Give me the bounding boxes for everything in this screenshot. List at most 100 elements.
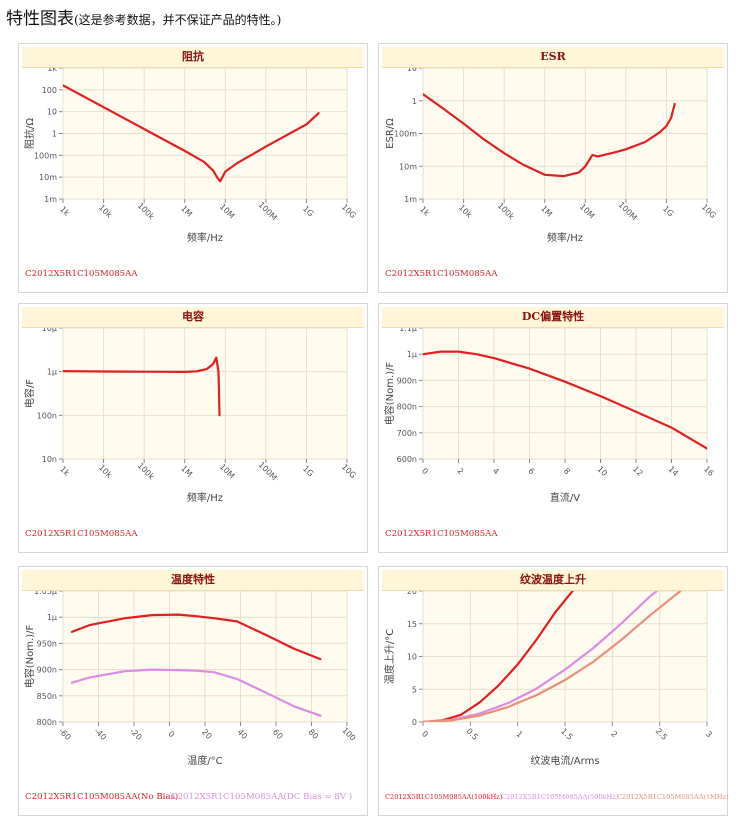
x-axis-label: 温度/°C xyxy=(187,754,222,767)
x-tick-label: 100k xyxy=(136,461,157,482)
y-tick-label: 10m xyxy=(39,173,57,182)
x-tick-label: 10 xyxy=(595,464,609,478)
y-tick-label: 15 xyxy=(407,620,417,629)
x-tick-label: 10M xyxy=(578,202,597,221)
y-tick-label: 950n xyxy=(37,639,57,648)
x-tick-label: 1 xyxy=(514,729,524,739)
x-tick-label: 14 xyxy=(666,464,680,478)
y-axis-label: 温度上升/°C xyxy=(383,629,396,684)
x-tick-label: 10G xyxy=(700,202,718,220)
y-tick-label: 900n xyxy=(397,376,417,385)
x-tick-label: 10M xyxy=(218,462,237,481)
x-tick-label: 1G xyxy=(301,204,315,218)
chart-impedance: 1m 10m 100m 1 10 100 1k 1k 10k 100k 1M 10M 100M 1G 10G… xyxy=(23,68,358,279)
chart-title: 纹波温度上升 xyxy=(382,570,724,591)
legend-label: C2012X5R1C105M085AA(500kHz) xyxy=(501,793,619,801)
legend-label: C2012X5R1C105M085AA(No Bias) xyxy=(25,791,178,802)
chart-title: 温度特性 xyxy=(22,570,364,591)
x-tick-label: 0 xyxy=(420,729,430,739)
series-line-1 xyxy=(70,668,322,717)
x-tick-label: 0 xyxy=(166,729,176,739)
y-tick-label: 10μ xyxy=(42,328,57,333)
x-tick-label: 1.5 xyxy=(559,727,574,742)
legend-label: C2012X5R1C105M085AA xyxy=(385,529,498,539)
y-tick-label: 100 xyxy=(42,86,57,95)
x-tick-label: 0 xyxy=(420,466,430,476)
chart-title: 阻抗 xyxy=(22,47,364,68)
y-tick-label: 5 xyxy=(412,685,417,694)
x-axis-label: 频率/Hz xyxy=(187,491,223,504)
y-tick-label: 100m xyxy=(34,151,57,160)
x-tick-label: 1k xyxy=(58,205,71,218)
y-tick-label: 850n xyxy=(37,692,57,701)
chart-dc-bias: 600n 700n 800n 900n 1μ 1.1μ 0 2 4 6 8 10 12 14 16 直流/V 电… xyxy=(383,328,716,539)
x-tick-label: -40 xyxy=(92,726,108,742)
x-tick-label: 10k xyxy=(457,203,474,220)
series-line-1 xyxy=(423,591,658,722)
series-line-0 xyxy=(63,356,221,417)
x-tick-label: 2 xyxy=(455,466,465,476)
x-tick-label: 10G xyxy=(340,202,358,220)
x-tick-label: 2 xyxy=(609,729,619,739)
y-tick-label: 0 xyxy=(412,718,417,727)
chart-temperature: 800n 850n 900n 950n 1μ 1.05μ -60 -40 -20 0 20 40 60 8… xyxy=(23,591,357,802)
x-tick-label: 40 xyxy=(235,727,249,741)
x-tick-label: 6 xyxy=(526,466,536,476)
x-tick-label: 100M xyxy=(257,200,279,222)
x-tick-label: 12 xyxy=(631,464,645,478)
y-tick-label: 1m xyxy=(44,195,57,204)
y-tick-label: 10 xyxy=(407,68,417,73)
plot-area xyxy=(62,328,348,460)
x-tick-label: 100k xyxy=(496,201,517,222)
x-tick-label: 10k xyxy=(97,463,114,480)
x-axis-label: 直流/V xyxy=(550,491,580,504)
series-line-0 xyxy=(63,84,320,183)
y-tick-label: 1.05μ xyxy=(34,591,57,596)
x-tick-label: 100k xyxy=(136,201,157,222)
series-line-0 xyxy=(423,591,574,722)
x-axis-label: 频率/Hz xyxy=(187,231,223,244)
x-tick-label: -60 xyxy=(57,726,73,742)
chart-title: DC偏置特性 xyxy=(382,307,724,328)
y-tick-label: 1m xyxy=(404,195,417,204)
chart-panel-dc-bias: DC偏置特性 600n 700n 800n 900n 1μ 1.1μ 0 2 4 6 8 10 12 14… xyxy=(378,303,728,553)
y-tick-label: 100m xyxy=(394,130,417,139)
y-tick-label: 600n xyxy=(397,455,417,464)
y-tick-label: 10m xyxy=(399,162,417,171)
chart-ripple: 0 5 10 15 20 0 0.5 1 1.5 2 2.5 3 纹波电流/Arms 温度上升/°C C20… xyxy=(383,591,729,801)
x-tick-label: 1k xyxy=(58,465,71,478)
x-axis-label: 频率/Hz xyxy=(547,231,583,244)
page-title-main: 特性图表 xyxy=(6,9,74,29)
chart-panel-esr: ESR 1m 10m 100m 1 10 1k 10k 100k 1M 10M 100M 1G 10G 频… xyxy=(378,43,728,293)
legend-label: C2012X5R1C105M085AA xyxy=(25,529,138,539)
page-title-disclaimer: (这是参考数据，并不保证产品的特性。) xyxy=(74,13,282,27)
x-tick-label: 4 xyxy=(491,466,501,476)
y-tick-label: 1μ xyxy=(407,350,417,359)
series-line-0 xyxy=(423,350,707,450)
x-tick-label: 8 xyxy=(562,466,572,476)
y-axis-label: 电容(Nom.)/F xyxy=(383,362,396,426)
y-tick-label: 10 xyxy=(407,653,417,662)
chart-panel-capacitance: 电容 10n 100n 1μ 10μ 1k 10k 100k 1M 10M 100M 1G 10G 频率… xyxy=(18,303,368,553)
chart-title: 电容 xyxy=(22,307,364,328)
y-tick-label: 1 xyxy=(412,97,417,106)
x-tick-label: 20 xyxy=(200,727,214,741)
chart-panel-temperature: 温度特性 800n 850n 900n 950n 1μ 1.05μ -60 -40 -20 0 20… xyxy=(18,566,368,816)
x-tick-label: 100 xyxy=(340,726,357,743)
series-line-0 xyxy=(423,93,676,178)
x-tick-label: 1G xyxy=(661,204,675,218)
y-tick-label: 1 xyxy=(52,130,57,139)
y-axis-label: ESR/Ω xyxy=(385,118,396,149)
x-tick-label: 10G xyxy=(340,462,358,480)
y-tick-label: 900n xyxy=(37,666,57,675)
y-tick-label: 1μ xyxy=(47,613,57,622)
x-tick-label: -20 xyxy=(128,726,144,742)
x-tick-label: 1G xyxy=(301,464,315,478)
y-tick-label: 1k xyxy=(47,68,57,73)
chart-esr: 1m 10m 100m 1 10 1k 10k 100k 1M 10M 100M 1G 10G 频率/Hz… xyxy=(385,68,718,279)
y-tick-label: 20 xyxy=(407,591,417,596)
legend-label: C2012X5R1C105M085AA(DC Bias = 8V ) xyxy=(171,791,352,802)
legend-label: C2012X5R1C105M085AA xyxy=(385,269,498,279)
x-tick-label: 3 xyxy=(704,729,714,739)
x-tick-label: 60 xyxy=(271,727,285,741)
